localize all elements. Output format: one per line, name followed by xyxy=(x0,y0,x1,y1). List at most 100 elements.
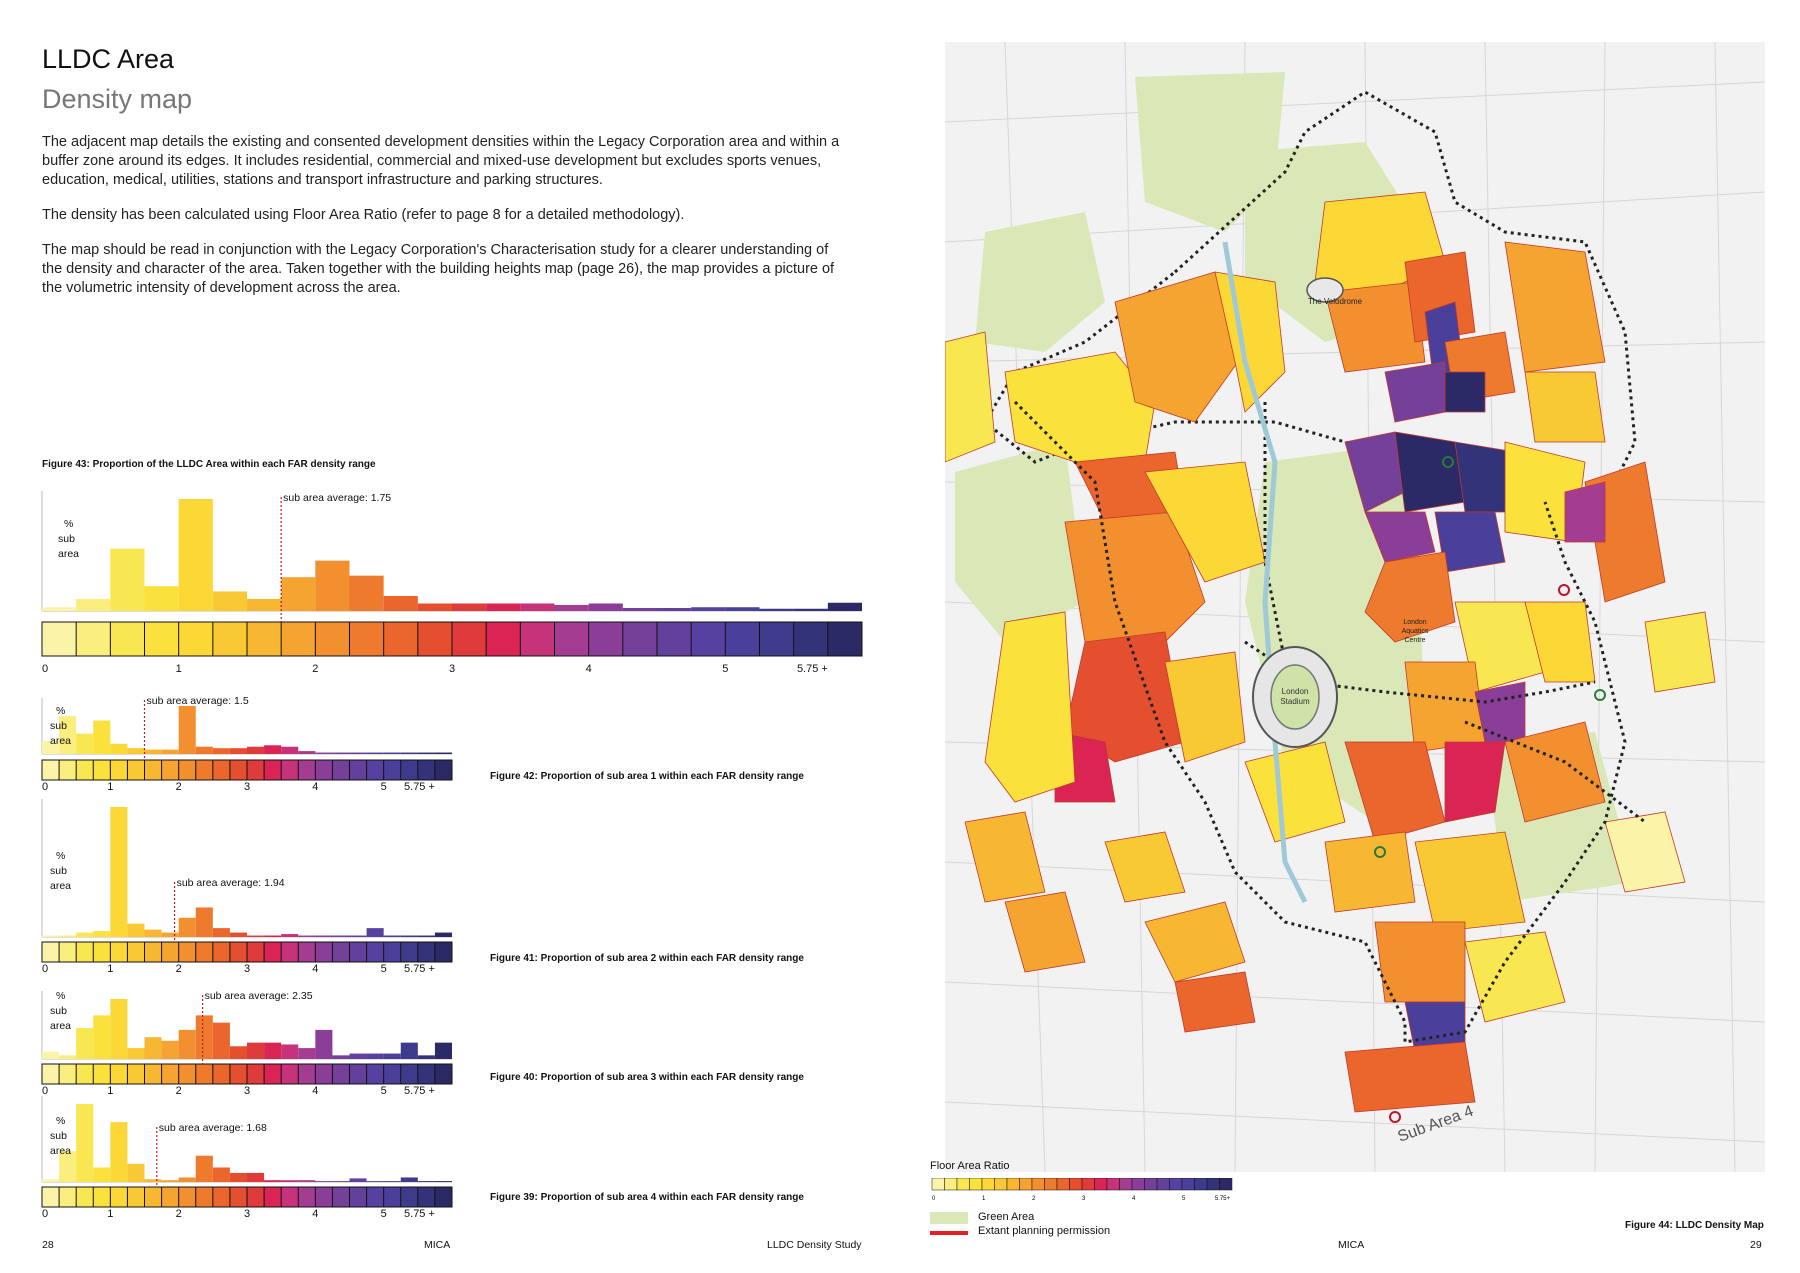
fig43-scale-cell xyxy=(315,622,350,656)
fig42-bar xyxy=(264,745,282,754)
fig41-tick-label: 3 xyxy=(244,963,250,975)
fig39-scale-cell xyxy=(212,1187,230,1207)
fig39-bar xyxy=(434,1181,452,1182)
fig41-scale-cell xyxy=(349,942,367,962)
fig42-scale-cell xyxy=(161,760,179,780)
fig40-tick-label: 2 xyxy=(176,1085,182,1097)
fig42-scale-cell xyxy=(42,760,60,780)
fig41-bar xyxy=(42,935,60,937)
fig39-scale-cell xyxy=(417,1187,435,1207)
fig40-scale-cell xyxy=(366,1064,384,1084)
fig42-bar xyxy=(93,720,111,754)
fig41-y-label: sub xyxy=(50,865,67,877)
fig40-tick-label: 3 xyxy=(244,1085,250,1097)
fig41-bar xyxy=(349,935,367,937)
legend-scale-cell xyxy=(1069,1178,1083,1191)
page-subtitle: Density map xyxy=(42,84,193,114)
fig42-bar xyxy=(434,752,452,754)
fig43-bar xyxy=(691,607,726,611)
legend-scale-cell xyxy=(1194,1178,1208,1191)
fig42-bar xyxy=(144,749,162,754)
fig39-tick-label: 5 xyxy=(381,1208,387,1220)
fig43-scale-cell xyxy=(486,622,521,656)
fig41-tick-label: 5.75 + xyxy=(404,963,435,975)
fig43-tick-label: 2 xyxy=(312,663,318,675)
legend-scale-cell xyxy=(944,1178,958,1191)
fig42-y-label: % xyxy=(56,705,65,717)
fig40-caption: Figure 40: Proportion of sub area 3 with… xyxy=(490,1072,804,1083)
aquatics-label-1: London xyxy=(1403,619,1426,626)
fig41-bar xyxy=(76,932,94,937)
fig43-y-label: area xyxy=(58,548,79,560)
fig39-scale-cell xyxy=(349,1187,367,1207)
fig40-scale-cell xyxy=(59,1064,77,1084)
fig39-bar xyxy=(349,1178,367,1182)
legend-scale-cell xyxy=(1031,1178,1045,1191)
fig40-tick-label: 4 xyxy=(312,1085,318,1097)
fig41-tick-label: 4 xyxy=(312,963,318,975)
legend-scale-cell xyxy=(1181,1178,1195,1191)
fig41-bar xyxy=(332,935,350,937)
legend-scale-cell xyxy=(1006,1178,1020,1191)
fig42-bar xyxy=(161,749,179,754)
fig39-bar xyxy=(229,1172,247,1182)
fig43-y-label: sub xyxy=(58,533,75,545)
fig40-scale-cell xyxy=(93,1064,111,1084)
fig39-bar xyxy=(93,1167,111,1182)
fig42-tick-label: 3 xyxy=(244,781,250,793)
fig39-bar xyxy=(127,1163,145,1182)
fig41-bar xyxy=(229,932,247,937)
fig41-scale-cell xyxy=(76,942,94,962)
fig42-bar xyxy=(383,752,401,754)
fig42-caption: Figure 42: Proportion of sub area 1 with… xyxy=(490,771,804,782)
fig42-y-label: area xyxy=(50,735,71,747)
fig43-scale-frame xyxy=(41,621,863,657)
fig40-bar xyxy=(110,999,128,1059)
body-paragraph-3: The map should be read in conjunction wi… xyxy=(42,242,835,296)
fig40-scale-cell xyxy=(247,1064,265,1084)
fig42-bar xyxy=(110,743,128,754)
aquatics-centre: London Aquatics Centre xyxy=(1402,619,1429,644)
fig40-bar xyxy=(76,1028,94,1059)
fig41-bar xyxy=(366,928,384,937)
fig42-scale-cell xyxy=(332,760,350,780)
fig43-scale-cell xyxy=(554,622,589,656)
fig40-average-label: sub area average: 2.35 xyxy=(205,990,313,1002)
fig39-bar xyxy=(212,1167,230,1182)
fig43-scale-cell xyxy=(793,622,828,656)
fig40-bar xyxy=(178,1029,196,1059)
far-histograms: 0 1 2 3 4 5 5.75 + sub area average: 1.75% sub ar… xyxy=(41,459,863,1220)
fig41-scale-cell xyxy=(195,942,213,962)
fig41-bar xyxy=(144,929,162,937)
velodrome: The Velodrome xyxy=(1306,277,1363,306)
fig42-scale-cell xyxy=(417,760,435,780)
legend-scale-cell xyxy=(1131,1178,1145,1191)
fig42-scale-cell xyxy=(315,760,333,780)
fig39-tick-label: 0 xyxy=(42,1208,48,1220)
fig43-bar xyxy=(247,598,282,611)
legend-scale-cell xyxy=(994,1178,1008,1191)
fig39-scale-cell xyxy=(127,1187,145,1207)
fig42-y-label: sub xyxy=(50,720,67,732)
fig40-tick-label: 5 xyxy=(381,1085,387,1097)
fig42-bar xyxy=(400,752,418,754)
fig42-scale-cell xyxy=(76,760,94,780)
fig39-scale-cell xyxy=(195,1187,213,1207)
fig40-tick-label: 1 xyxy=(107,1085,113,1097)
fig43-bar xyxy=(76,598,111,611)
fig42-bar xyxy=(417,752,435,754)
green-area-label: Green Area xyxy=(978,1211,1035,1223)
fig42-bar xyxy=(281,746,299,754)
fig43-scale-cell xyxy=(691,622,726,656)
lldc-boundary-south xyxy=(1013,400,1627,1044)
fig42-scale-cell xyxy=(434,760,452,780)
fig42-chart: 0 1 2 3 4 5 5.75 + sub area average: 1.5% sub are… xyxy=(41,695,804,793)
fig43-scale-cell xyxy=(76,622,111,656)
fig42-bar xyxy=(127,748,145,754)
fig42-bar xyxy=(247,746,265,754)
fig40-scale-cell xyxy=(144,1064,162,1084)
legend-scale-cell xyxy=(981,1178,995,1191)
fig39-bar xyxy=(76,1104,94,1182)
fig41-caption: Figure 41: Proportion of sub area 2 with… xyxy=(490,953,804,964)
fig40-bar xyxy=(366,1053,384,1059)
